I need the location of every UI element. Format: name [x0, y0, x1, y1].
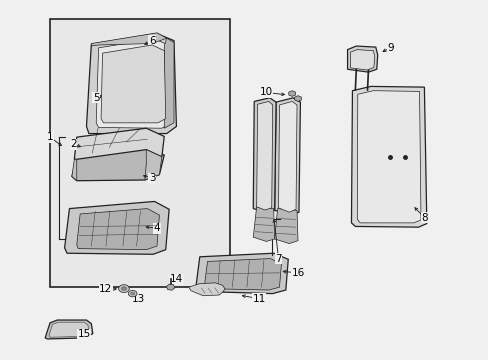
Text: 8: 8: [420, 212, 427, 222]
Polygon shape: [357, 91, 420, 223]
Polygon shape: [204, 258, 281, 290]
Polygon shape: [253, 207, 274, 242]
Text: 1: 1: [46, 132, 53, 142]
Polygon shape: [350, 50, 374, 70]
Polygon shape: [96, 39, 170, 128]
Polygon shape: [49, 322, 89, 337]
Bar: [50, 19, 229, 287]
Text: 4: 4: [153, 223, 160, 233]
Text: 14: 14: [169, 274, 183, 284]
Text: 10: 10: [259, 87, 272, 98]
Text: 16: 16: [291, 268, 304, 278]
Circle shape: [118, 285, 129, 293]
Polygon shape: [72, 159, 77, 181]
Polygon shape: [188, 283, 224, 296]
Polygon shape: [77, 208, 159, 249]
Polygon shape: [101, 45, 165, 123]
Text: 15: 15: [77, 329, 90, 339]
Text: 3: 3: [148, 173, 155, 183]
Circle shape: [121, 287, 126, 291]
Polygon shape: [256, 102, 272, 210]
Polygon shape: [274, 208, 297, 244]
Polygon shape: [72, 148, 164, 181]
Text: 6: 6: [148, 36, 155, 46]
Polygon shape: [144, 150, 162, 180]
Text: 9: 9: [386, 43, 393, 53]
Text: 7: 7: [275, 253, 281, 264]
Text: 13: 13: [132, 294, 145, 303]
Polygon shape: [164, 38, 174, 128]
Polygon shape: [274, 98, 300, 215]
Polygon shape: [196, 253, 287, 294]
Polygon shape: [278, 102, 296, 212]
Circle shape: [130, 292, 134, 295]
Polygon shape: [253, 98, 276, 213]
Polygon shape: [64, 202, 169, 254]
Text: 7: 7: [275, 253, 281, 264]
Polygon shape: [351, 86, 426, 227]
Text: 2: 2: [70, 139, 77, 149]
Text: 5: 5: [93, 93, 100, 103]
Polygon shape: [91, 33, 166, 46]
Circle shape: [128, 291, 137, 297]
Polygon shape: [45, 320, 93, 339]
Text: 11: 11: [252, 294, 265, 303]
Polygon shape: [74, 128, 164, 159]
Polygon shape: [86, 33, 176, 134]
Polygon shape: [347, 46, 377, 72]
Text: 12: 12: [99, 284, 112, 294]
